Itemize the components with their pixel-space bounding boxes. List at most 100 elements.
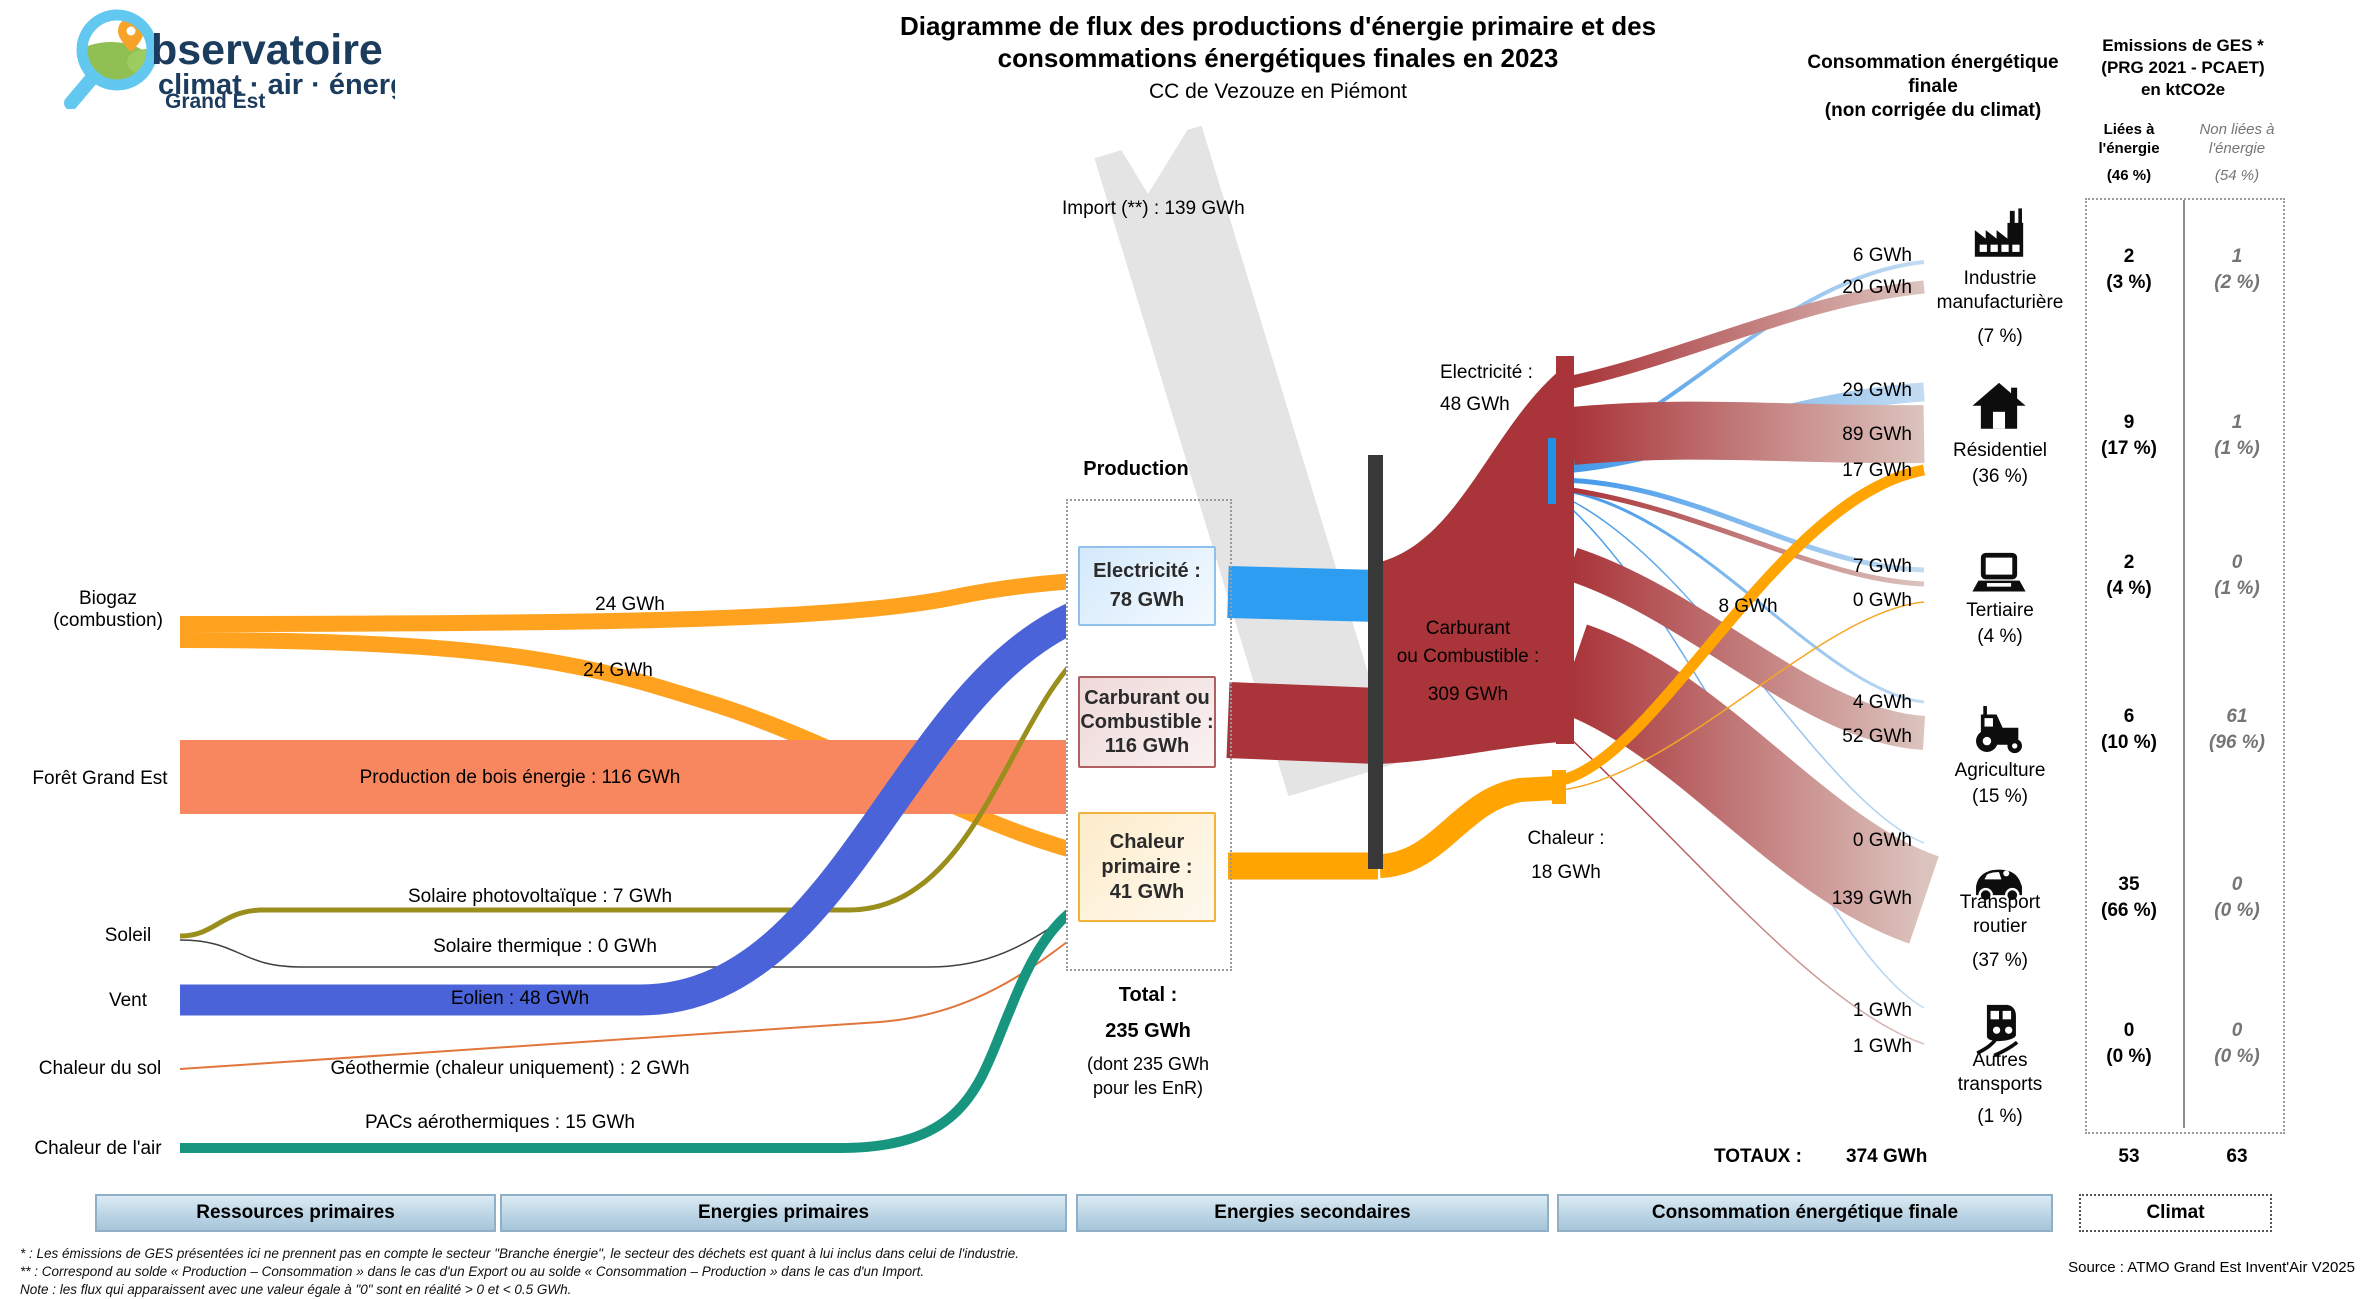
- sector-agriculture-line1: Agriculture: [1954, 760, 2046, 781]
- import-label: Import (**) : 139 GWh: [1062, 198, 1245, 219]
- flow-bar-to-carb-node: [1380, 370, 1560, 764]
- flow-carb-residentiel: [1569, 401, 1925, 465]
- label-eolien: Eolien : 48 GWh: [450, 988, 590, 1009]
- flow-bar-to-chal-node: [1378, 776, 1557, 878]
- flow-carb-autres-transports: [1571, 739, 1925, 1045]
- flow-chal-residentiel: [1560, 464, 1925, 786]
- emissions-col2-header1: Non liées à: [2199, 121, 2275, 138]
- secondary-elec-label: Electricité :: [1440, 362, 1533, 383]
- sector-autres-line2: transports: [1957, 1074, 2043, 1095]
- tractor-icon: [1976, 706, 2022, 754]
- stage-energies-secondaires: Energies secondaires: [1076, 1194, 1549, 1232]
- emissions-col1-share: (46 %): [2106, 167, 2152, 184]
- stage-climat: Climat: [2079, 1194, 2272, 1232]
- flow-biogaz-chaleur: [179, 632, 1171, 876]
- emissions-col1-header1: Liées à: [2103, 121, 2155, 138]
- value-residentiel-carb: 89 GWh: [1842, 424, 1912, 445]
- emis-autres-np: (0 %): [2214, 1046, 2260, 1067]
- source-biogaz-line1: Biogaz: [78, 588, 138, 609]
- flow-carb-industrie: [1570, 280, 1925, 389]
- production-elec-box: Electricité : 78 GWh: [1078, 546, 1216, 626]
- flow-carb-to-bar: [1226, 682, 1380, 764]
- conversion-bar: [1368, 455, 1383, 869]
- cef-header-line3: (non corrigée du climat): [1824, 100, 2042, 121]
- emis-autres-e: 0: [2123, 1020, 2135, 1041]
- value-agriculture-carb: 52 GWh: [1842, 726, 1912, 747]
- emis-industrie-e: 2: [2123, 246, 2135, 267]
- emis-residentiel-n: 1: [2231, 412, 2243, 433]
- flow-solaire-thermique: [179, 873, 1171, 968]
- emissions-title-line3: en ktCO2e: [2140, 80, 2226, 99]
- production-chal-label1: Chaleur: [1109, 830, 1185, 853]
- production-chal-label2: primaire :: [1101, 855, 1193, 878]
- production-total-label: Total :: [1118, 984, 1178, 1006]
- source-credit: Source : ATMO Grand Est Invent'Air V2025: [2068, 1259, 2355, 1276]
- emis-tertiaire-np: (1 %): [2214, 578, 2260, 599]
- emis-industrie-np: (2 %): [2214, 272, 2260, 293]
- emissions-total-energy: 53: [2118, 1146, 2140, 1167]
- label-biogaz-chaleur: 24 GWh: [583, 660, 653, 681]
- emissions-total-non-energy: 63: [2226, 1146, 2248, 1167]
- import-flow: [1085, 90, 1396, 797]
- emis-tertiaire-e: 2: [2123, 552, 2135, 573]
- value-industrie-elec: 6 GWh: [1852, 245, 1912, 266]
- production-total-value: 235 GWh: [1105, 1020, 1191, 1042]
- footnote-1: * : Les émissions de GES présentées ici …: [20, 1246, 1019, 1261]
- secondary-elec-value: 48 GWh: [1440, 394, 1510, 415]
- cef-header-line2: finale: [1908, 76, 1958, 97]
- train-icon: [1976, 1004, 2019, 1058]
- emissions-col2-header2: l'énergie: [2208, 140, 2266, 157]
- sector-transport-pct: (37 %): [1972, 950, 2028, 971]
- label-pac: PACs aérothermiques : 15 GWh: [365, 1112, 635, 1133]
- sector-residentiel-pct: (36 %): [1972, 466, 2028, 487]
- secondary-carb-label1: Carburant: [1425, 618, 1511, 639]
- emis-tertiaire-n: 0: [2231, 552, 2243, 573]
- value-transport-carb: 139 GWh: [1831, 888, 1912, 909]
- secondary-carb-value: 309 GWh: [1427, 684, 1509, 705]
- factory-icon: [1974, 208, 2024, 257]
- emis-agriculture-ep: (10 %): [2101, 732, 2157, 753]
- observatoire-logo: bservatoire climat · air · énergie Grand…: [64, 9, 395, 109]
- value-autres-carb: 1 GWh: [1852, 1036, 1912, 1057]
- flow-carb-tertiaire: [1571, 487, 1925, 587]
- production-carb-box: Carburant ou Combustible : 116 GWh: [1078, 676, 1216, 768]
- emissions-table-border: [2085, 198, 2285, 1134]
- value-residentiel-elec: 29 GWh: [1842, 380, 1912, 401]
- logo-tagline: climat · air · énergie: [158, 69, 395, 101]
- emis-residentiel-np: (1 %): [2214, 438, 2260, 459]
- node-carburant: [1556, 356, 1574, 744]
- house-icon: [1972, 382, 2026, 429]
- flow-biogaz-electricite: [179, 570, 1171, 632]
- laptop-icon: [1972, 552, 2026, 592]
- production-chal-box: Chaleur primaire : 41 GWh: [1078, 812, 1216, 922]
- footnote-3: Note : les flux qui apparaissent avec un…: [20, 1282, 572, 1297]
- value-industrie-carb: 20 GWh: [1842, 277, 1912, 298]
- source-soleil: Soleil: [104, 925, 152, 946]
- flow-carb-agriculture: [1566, 547, 1926, 750]
- emissions-col1-header2: l'énergie: [2098, 140, 2160, 157]
- production-total-enr2: pour les EnR): [1092, 1078, 1204, 1098]
- value-agriculture-elec: 4 GWh: [1852, 692, 1912, 713]
- production-elec-value: 78 GWh: [1109, 589, 1185, 611]
- stage-consommation-finale: Consommation énergétique finale: [1557, 1194, 2053, 1232]
- value-transport-elec: 0 GWh: [1852, 830, 1912, 851]
- flow-elec-agriculture: [1561, 488, 1925, 704]
- secondary-chal-value: 18 GWh: [1531, 862, 1601, 883]
- page-title-line2: consommations énergétiques finales en 20…: [997, 43, 1559, 73]
- sector-residentiel-line1: Résidentiel: [1953, 440, 2047, 461]
- logo-brand: bservatoire: [151, 26, 383, 74]
- territory-subtitle: CC de Vezouze en Piémont: [1149, 80, 1407, 103]
- sector-transport-line1: Transport: [1959, 892, 2041, 913]
- emis-agriculture-e: 6: [2123, 706, 2135, 727]
- stage-energies-primaires: Energies primaires: [500, 1194, 1067, 1232]
- emis-transport-np: (0 %): [2214, 900, 2260, 921]
- emissions-title-line1: Emissions de GES *: [2102, 36, 2264, 55]
- emis-autres-n: 0: [2231, 1020, 2243, 1041]
- logo-magnifier-icon: [76, 9, 158, 91]
- emis-agriculture-np: (96 %): [2209, 732, 2265, 753]
- emissions-title-line2: (PRG 2021 - PCAET): [2101, 58, 2265, 77]
- production-total-enr1: (dont 235 GWh: [1086, 1054, 1210, 1074]
- stage-ressources-primaires: Ressources primaires: [95, 1194, 496, 1232]
- emissions-col2-share: (54 %): [2214, 167, 2260, 184]
